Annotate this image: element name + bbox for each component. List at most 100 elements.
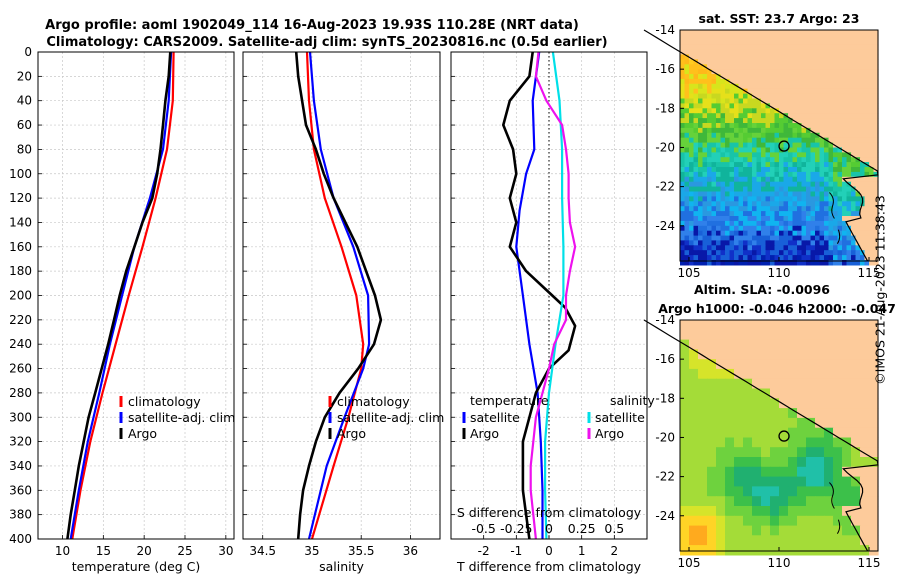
map-cell — [810, 69, 816, 75]
map-cell — [801, 88, 807, 95]
map-cell — [846, 103, 852, 109]
map-cell — [743, 545, 753, 556]
map-cell — [788, 132, 794, 139]
map-cell — [738, 162, 744, 168]
map-cell — [729, 123, 735, 129]
map-cell — [779, 535, 789, 546]
map-cell — [792, 225, 798, 232]
map-cell — [774, 132, 780, 139]
sla-map: 105 110 115-14-16-18-20-22-24 — [643, 313, 880, 570]
map-cell — [837, 245, 843, 251]
map-cell — [801, 103, 807, 109]
map-cell — [711, 191, 717, 197]
map-cell — [689, 506, 699, 517]
map-cell — [842, 39, 848, 46]
map-cell — [711, 118, 717, 124]
map-cell — [779, 206, 785, 212]
map-cell — [833, 118, 839, 124]
map-cell — [815, 181, 821, 188]
map-cell — [761, 113, 767, 119]
map-cell — [716, 93, 722, 100]
map-cell — [702, 123, 708, 129]
map-cell — [734, 378, 744, 390]
map-cell — [707, 88, 713, 95]
map-cell — [743, 191, 749, 197]
map-cell — [779, 515, 789, 527]
map-cell — [788, 427, 798, 439]
x-tick-label: 110 — [768, 556, 791, 570]
map-cell — [842, 34, 848, 41]
map-cell — [860, 34, 866, 41]
map-cell — [851, 320, 861, 331]
map-cell — [815, 88, 821, 95]
map-cell — [833, 191, 839, 197]
map-cell — [716, 368, 726, 380]
map-cell — [707, 186, 713, 193]
map-cell — [833, 152, 839, 158]
map-cell — [860, 388, 870, 399]
map-cell — [716, 320, 726, 331]
map-cell — [689, 437, 699, 448]
map-cell — [864, 245, 870, 251]
map-cell — [725, 359, 735, 370]
map-cell — [752, 64, 758, 70]
map-cell — [855, 93, 861, 100]
map-cell — [734, 152, 740, 158]
map-cell — [788, 88, 794, 95]
map-cell — [810, 152, 816, 158]
map-cell — [824, 378, 834, 390]
map-cell — [815, 196, 821, 202]
map-cell — [873, 157, 879, 163]
map-cell — [765, 34, 771, 41]
map-cell — [770, 206, 776, 212]
map-cell — [851, 108, 857, 114]
map-cell — [707, 181, 713, 188]
map-cell — [828, 250, 834, 256]
map-cell — [842, 230, 848, 237]
map-cell — [734, 88, 740, 95]
map-cell — [698, 108, 704, 114]
map-cell — [851, 201, 857, 207]
map-cell — [761, 496, 771, 507]
map-cell — [680, 329, 690, 341]
map-cell — [774, 137, 780, 144]
map-cell — [761, 132, 767, 139]
map-cell — [828, 69, 834, 75]
map-cell — [738, 181, 744, 188]
map-cell — [770, 191, 776, 197]
map-cell — [747, 44, 753, 51]
map-cell — [680, 137, 686, 144]
map-cell — [716, 88, 722, 95]
map-cell — [842, 113, 848, 119]
map-cell — [684, 49, 690, 56]
map-cell — [869, 186, 875, 193]
map-cell — [819, 137, 825, 144]
map-cell — [815, 157, 821, 163]
map-cell — [842, 427, 852, 439]
map-cell — [869, 118, 875, 124]
map-cell — [792, 181, 798, 188]
map-cell — [698, 34, 704, 41]
map-cell — [711, 167, 717, 173]
map-cell — [837, 83, 843, 90]
map-cell — [842, 245, 848, 251]
map-cell — [770, 186, 776, 193]
map-cell — [810, 44, 816, 51]
map-cell — [716, 44, 722, 51]
map-cell — [860, 157, 866, 163]
y-tick-label: -20 — [655, 430, 675, 444]
map-cell — [828, 260, 834, 266]
map-cell — [806, 525, 816, 536]
map-cell — [689, 44, 695, 51]
map-cell — [873, 230, 879, 237]
map-cell — [716, 388, 726, 399]
map-cell — [783, 137, 789, 144]
map-cell — [860, 417, 870, 429]
map-cell — [851, 30, 857, 36]
map-cell — [797, 476, 807, 487]
map-cell — [738, 74, 744, 80]
x-tick-label: 25 — [177, 544, 192, 558]
map-cell — [702, 74, 708, 80]
map-cell — [801, 260, 807, 266]
map-cell — [824, 93, 830, 100]
